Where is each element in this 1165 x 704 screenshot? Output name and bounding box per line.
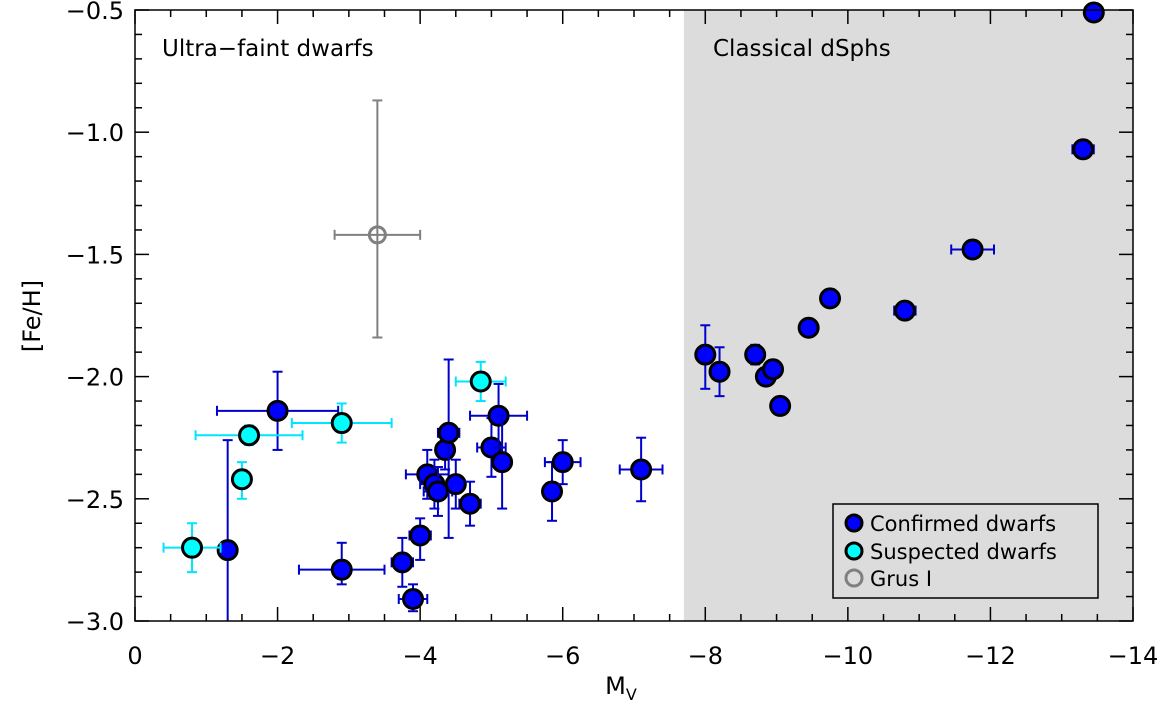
data-point — [551, 451, 574, 474]
data-marks — [162, 1, 1105, 621]
data-point — [216, 539, 239, 562]
data-point — [819, 287, 842, 310]
y-tick-label: −1.5 — [66, 241, 124, 269]
region-label-classical: Classical dSphs — [713, 36, 891, 62]
y-tick-label: −3.0 — [66, 608, 124, 636]
data-point — [330, 412, 353, 435]
x-tick-label: 0 — [127, 642, 142, 670]
tick-labels: 0 −2 −4 −6 −8 −10 −12 −14 −3.0 −2.5 −2.0 −1.5 −1.0 −0… — [66, 0, 1159, 670]
data-point — [409, 524, 432, 547]
y-axis-title: [Fe/H] — [18, 280, 46, 352]
data-point — [630, 458, 653, 481]
data-point — [1072, 138, 1095, 161]
data-point — [402, 588, 425, 611]
data-point — [491, 451, 514, 474]
legend-marker-grus — [844, 568, 864, 588]
region-label-ultra-faint: Ultra−faint dwarfs — [162, 36, 374, 62]
x-axis-title-sub: V — [626, 685, 637, 704]
data-point — [230, 468, 253, 491]
data-point — [444, 473, 467, 496]
legend-box — [832, 503, 1099, 599]
x-tick-label: −8 — [688, 642, 723, 670]
x-tick-label: −12 — [965, 642, 1016, 670]
plot-frame — [134, 9, 1134, 622]
data-point — [541, 480, 564, 503]
y-tick-label: −0.5 — [66, 0, 124, 25]
x-tick-label: −10 — [823, 642, 874, 670]
data-point — [893, 299, 916, 322]
x-tick-label: −4 — [402, 642, 437, 670]
data-point — [469, 370, 492, 393]
legend-marker-confirmed — [844, 513, 864, 533]
y-tick-label: −2.0 — [66, 364, 124, 392]
data-point — [266, 399, 289, 422]
x-tick-label: −2 — [260, 642, 295, 670]
data-point — [391, 551, 414, 574]
data-point-grus — [367, 225, 387, 245]
legend-label-suspected: Suspected dwarfs — [870, 540, 1057, 564]
x-tick-label: −6 — [545, 642, 580, 670]
data-point — [708, 360, 731, 383]
data-point — [330, 558, 353, 581]
legend-marker-suspected — [844, 541, 864, 561]
data-point — [769, 394, 792, 417]
legend-label-grus: Grus I — [870, 567, 932, 591]
legend-label-confirmed: Confirmed dwarfs — [870, 512, 1056, 536]
data-point — [459, 492, 482, 515]
x-tick-label: −14 — [1108, 642, 1159, 670]
data-point — [437, 421, 460, 444]
x-axis-title: MV — [605, 672, 637, 704]
data-point — [762, 358, 785, 381]
data-point — [694, 343, 717, 366]
data-point — [238, 424, 261, 447]
data-point — [1082, 1, 1105, 24]
y-tick-label: −1.0 — [66, 119, 124, 147]
y-tick-label: −2.5 — [66, 486, 124, 514]
x-axis-title-main: M — [605, 672, 626, 700]
data-point — [797, 316, 820, 339]
data-point — [961, 238, 984, 261]
data-point — [426, 480, 449, 503]
legend: Confirmed dwarfs Suspected dwarfs Grus I — [832, 503, 1099, 599]
data-point — [744, 343, 767, 366]
data-point — [181, 536, 204, 559]
